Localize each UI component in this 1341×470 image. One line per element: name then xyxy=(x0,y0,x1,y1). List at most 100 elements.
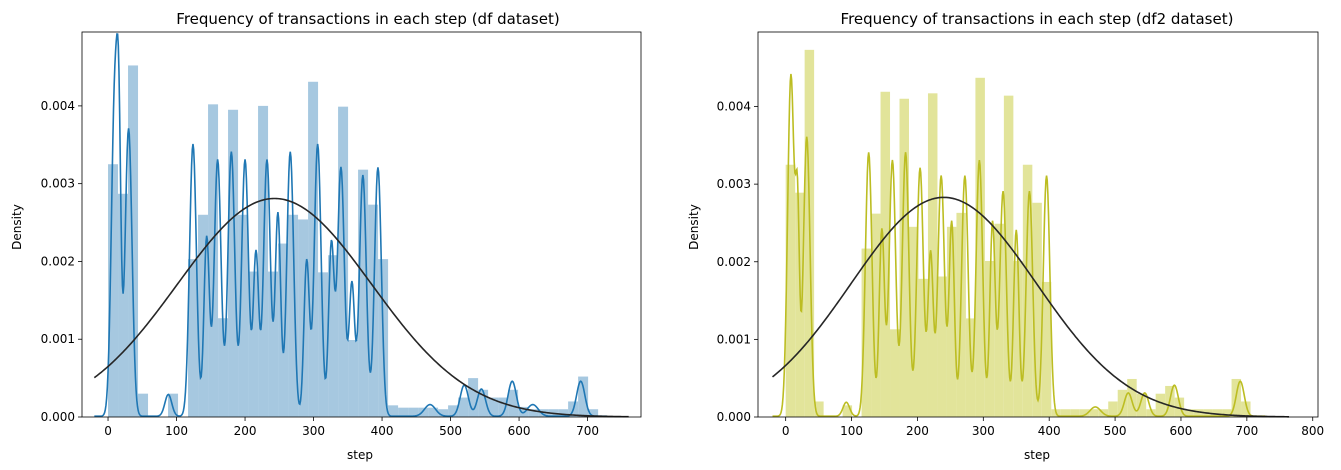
hist-bar xyxy=(118,193,129,417)
y-axis-label-df: Density xyxy=(10,204,24,250)
hist-bar xyxy=(1013,260,1023,417)
hist-bar xyxy=(1117,389,1128,417)
hist-bar xyxy=(458,397,469,417)
curves-df2 xyxy=(771,73,1290,418)
hist-bar xyxy=(578,376,589,417)
hist-bar xyxy=(558,409,569,417)
y-tick-label: 0.000 xyxy=(41,410,75,424)
x-tick-label: 600 xyxy=(508,424,531,438)
y-tick-label: 0.002 xyxy=(41,254,75,268)
hist-bar xyxy=(918,278,928,417)
hist-bar xyxy=(138,393,149,417)
x-ticks-df: 0 100 200 300 400 500 600 700 xyxy=(104,417,599,438)
hist-bar xyxy=(228,109,239,418)
hist-bar xyxy=(248,271,259,417)
x-tick-label: 0 xyxy=(782,424,790,438)
x-tick-label: 400 xyxy=(1038,424,1061,438)
hist-bar xyxy=(937,276,947,417)
hist-bar xyxy=(218,318,229,417)
hist-bar xyxy=(1212,409,1223,417)
hist-bar xyxy=(588,409,599,417)
hist-bar xyxy=(208,104,219,417)
y-tick-label: 0.002 xyxy=(717,255,751,269)
histogram-bars-df xyxy=(108,65,599,418)
hist-bar xyxy=(842,405,853,417)
x-tick-label: 800 xyxy=(1301,424,1324,438)
plot-frame-df xyxy=(81,31,642,418)
hist-bar xyxy=(438,409,449,417)
plot-frame-df2 xyxy=(757,31,1319,418)
hist-bar xyxy=(278,243,289,417)
hist-bar xyxy=(498,397,509,417)
hist-bar xyxy=(1032,202,1042,417)
y-tick-label: 0.003 xyxy=(717,177,751,191)
hist-bar xyxy=(1089,409,1099,417)
hist-bar xyxy=(1079,409,1090,417)
hist-bar xyxy=(488,397,499,417)
hist-bar xyxy=(528,409,539,417)
x-tick-label: 100 xyxy=(165,424,188,438)
x-tick-label: 500 xyxy=(1104,424,1127,438)
x-tick-label: 700 xyxy=(576,424,599,438)
hist-bar xyxy=(398,407,409,417)
hist-bar xyxy=(1136,393,1147,417)
hist-bar xyxy=(927,93,938,418)
hist-bar xyxy=(785,164,796,417)
subplot-df: Frequency of transactions in each step (… xyxy=(10,10,642,462)
y-tick-label: 0.004 xyxy=(717,100,751,114)
hist-bar xyxy=(288,214,299,417)
x-tick-label: 500 xyxy=(439,424,462,438)
hist-bar xyxy=(298,219,309,417)
x-tick-label: 600 xyxy=(1170,424,1193,438)
x-tick-label: 700 xyxy=(1235,424,1258,438)
hist-bar xyxy=(1146,409,1156,417)
hist-bar xyxy=(188,259,199,417)
hist-bar xyxy=(1184,409,1194,417)
hist-bar xyxy=(1241,401,1251,417)
hist-bar xyxy=(338,106,349,418)
x-tick-label: 100 xyxy=(840,424,863,438)
hist-bar xyxy=(238,214,249,417)
x-tick-label: 200 xyxy=(906,424,929,438)
hist-bar xyxy=(899,98,910,418)
hist-bar xyxy=(418,407,429,417)
hist-bar xyxy=(508,389,519,417)
y-tick-label: 0.001 xyxy=(717,332,751,346)
curves-df xyxy=(93,33,629,418)
y-tick-label: 0.001 xyxy=(41,332,75,346)
y-tick-label: 0.000 xyxy=(717,410,751,424)
y-tick-label: 0.003 xyxy=(41,177,75,191)
hist-bar xyxy=(861,248,872,417)
hist-bar xyxy=(975,77,985,417)
hist-bar xyxy=(1108,401,1118,417)
hist-bar xyxy=(388,405,399,417)
hist-bar xyxy=(871,213,881,417)
hist-bar xyxy=(1003,95,1014,417)
x-tick-label: 0 xyxy=(104,424,112,438)
normal-fit-line xyxy=(93,197,629,418)
x-ticks-df2: 0 100 200 300 400 500 600 700 800 xyxy=(782,417,1324,438)
hist-bar xyxy=(1070,409,1080,417)
hist-bar xyxy=(478,389,489,417)
x-tick-label: 200 xyxy=(234,424,257,438)
x-tick-label: 300 xyxy=(972,424,995,438)
hist-bar xyxy=(1222,409,1232,417)
hist-bar xyxy=(268,271,279,417)
hist-bar xyxy=(308,81,319,418)
kde-line xyxy=(94,33,607,418)
chart-title-df2: Frequency of transactions in each step (… xyxy=(841,10,1234,28)
hist-bar xyxy=(128,65,139,417)
hist-bar xyxy=(1155,393,1166,417)
hist-bar xyxy=(1193,409,1204,417)
hist-bar xyxy=(880,91,891,418)
hist-bar xyxy=(328,255,339,417)
hist-bar xyxy=(348,340,359,417)
hist-bar xyxy=(408,407,419,417)
hist-bar xyxy=(448,405,459,417)
x-tick-label: 400 xyxy=(371,424,394,438)
hist-bar xyxy=(1060,409,1071,417)
y-ticks-df: 0.000 0.001 0.002 0.003 0.004 xyxy=(41,99,82,424)
y-ticks-df2: 0.000 0.001 0.002 0.003 0.004 xyxy=(717,100,758,424)
hist-bar xyxy=(909,226,919,417)
